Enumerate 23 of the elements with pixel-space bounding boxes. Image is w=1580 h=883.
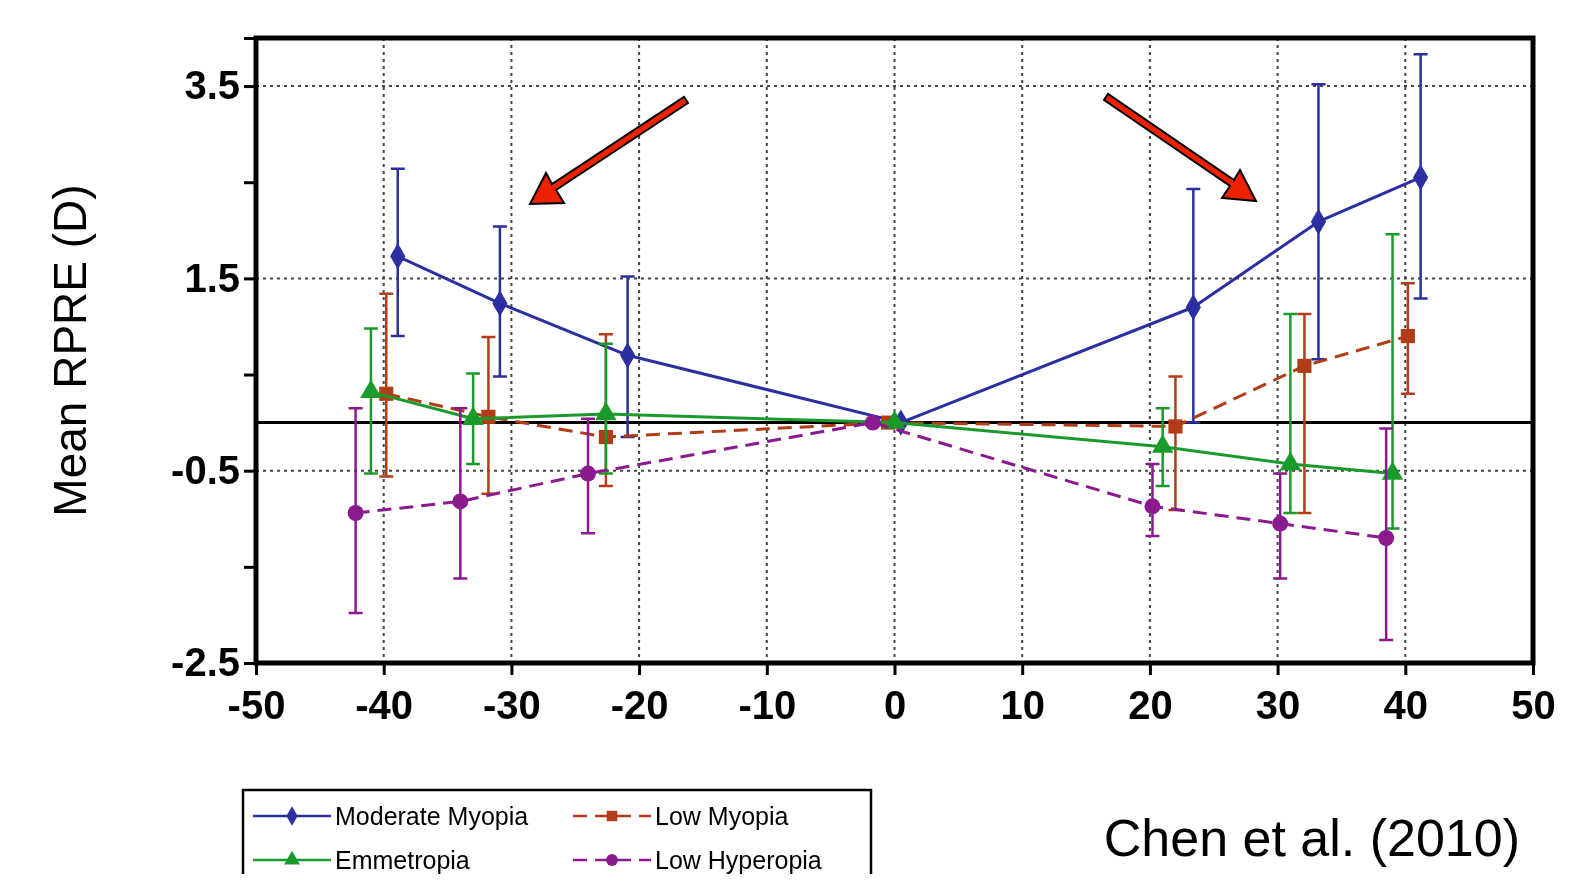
point — [1378, 530, 1395, 546]
legend-label: Low Myopia — [655, 801, 789, 830]
x-tick-label: 50 — [1511, 683, 1556, 728]
point — [1168, 419, 1183, 434]
x-tick-label: 0 — [883, 683, 907, 728]
x-tick-label: -20 — [610, 683, 669, 728]
x-tick-label: 10 — [1000, 683, 1045, 728]
x-tick-label: -40 — [355, 683, 414, 728]
y-tick-label: -0.5 — [171, 447, 240, 492]
y-tick-label: 3.5 — [184, 63, 240, 108]
legend-label: Moderate Myopia — [335, 801, 529, 830]
x-tick-label: -10 — [738, 683, 797, 728]
legend-label: Emmetropia — [335, 845, 470, 874]
legend-label: Low Hyperopia — [655, 845, 822, 874]
y-axis-title: Mean RPRE (D) — [44, 184, 96, 517]
text: Chen et al. (2010) — [1103, 809, 1520, 867]
x-tick-label: 40 — [1383, 683, 1429, 728]
y-tick-label: 1.5 — [184, 255, 240, 300]
x-tick-label: 20 — [1128, 683, 1173, 728]
x-tick-label: -50 — [227, 683, 286, 728]
y-tick-label: -2.5 — [171, 640, 240, 685]
x-tick-label: -30 — [482, 683, 541, 728]
x-tick-label: 30 — [1255, 683, 1301, 728]
